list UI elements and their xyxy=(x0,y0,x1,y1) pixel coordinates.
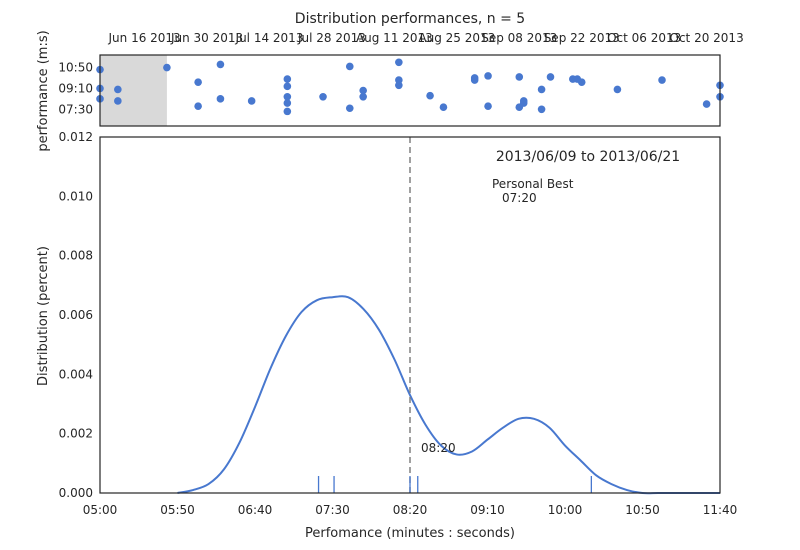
scatter-point xyxy=(216,60,225,69)
scatter-point xyxy=(577,78,586,86)
scatter-point xyxy=(283,82,292,91)
scatter-x-tick-label: Jul 14 2013 xyxy=(235,31,304,45)
scatter-point xyxy=(426,91,434,100)
rug-marks xyxy=(317,476,592,493)
scatter-x-tick-label: Jun 16 2013 xyxy=(108,31,181,45)
scatter-point xyxy=(319,92,327,101)
scatter-point xyxy=(658,76,666,84)
scatter-y-tick-label: 10:50 xyxy=(58,61,93,75)
highlight-range xyxy=(100,55,167,126)
scatter-y-ticks: 10:50 09:10 07:30 xyxy=(58,61,93,117)
distribution-curve xyxy=(177,295,720,495)
scatter-points xyxy=(96,58,724,116)
scatter-point xyxy=(470,76,479,84)
scatter-point xyxy=(395,81,403,90)
distribution-x-tick-label: 06:40 xyxy=(238,503,273,517)
scatter-x-tick-label: Aug 11 2013 xyxy=(356,31,433,45)
distribution-x-tick-label: 11:40 xyxy=(703,503,738,517)
distribution-frame xyxy=(99,136,721,494)
scatter-point xyxy=(283,107,292,116)
distribution-x-ticks: 05:00 05:50 06:40 07:30 08:20 09:10 10:00 10:50… xyxy=(83,503,738,517)
scatter-point xyxy=(613,85,622,94)
figure-title: Distribution performances, n = 5 xyxy=(295,11,525,27)
scatter-point xyxy=(359,86,367,95)
scatter-x-tick-label: Oct 06 2013 xyxy=(607,31,681,45)
distribution-y-tick-label: 0.000 xyxy=(59,486,93,500)
scatter-point xyxy=(345,104,354,113)
scatter-point xyxy=(546,73,555,81)
scatter-y-label: performance (m:s) xyxy=(36,30,51,151)
distribution-y-tick-label: 0.012 xyxy=(59,130,93,144)
scatter-point xyxy=(395,76,403,84)
scatter-point xyxy=(114,85,122,94)
scatter-point xyxy=(283,75,292,83)
distribution-y-tick-label: 0.006 xyxy=(59,308,93,322)
distribution-x-tick-label: 10:00 xyxy=(548,503,583,517)
distribution-x-label: Perfomance (minutes : seconds) xyxy=(305,526,515,541)
distribution-x-tick-label: 05:50 xyxy=(160,503,195,517)
scatter-x-tick-label: Jul 28 2013 xyxy=(297,31,366,45)
distribution-x-tick-label: 08:20 xyxy=(393,503,428,517)
scatter-x-tick-label: Jun 30 2013 xyxy=(170,31,243,45)
distribution-x-tick-label: 07:30 xyxy=(315,503,350,517)
scatter-x-tick-label: Oct 20 2013 xyxy=(670,31,744,45)
scatter-point xyxy=(163,63,171,72)
scatter-point xyxy=(194,102,202,110)
scatter-point xyxy=(515,73,524,81)
distribution-x-tick-label: 09:10 xyxy=(470,503,505,517)
personal-best-value: 07:20 xyxy=(502,191,537,205)
scatter-point xyxy=(216,95,225,103)
scatter-point xyxy=(345,62,354,71)
scatter-point xyxy=(537,105,546,114)
scatter-point xyxy=(283,99,292,107)
reference-line-label: 08:20 xyxy=(421,441,456,455)
distribution-x-tick-label: 05:00 xyxy=(83,503,118,517)
distribution-x-tick-label: 10:50 xyxy=(625,503,660,517)
distribution-y-tick-label: 0.002 xyxy=(59,427,93,441)
distribution-y-tick-label: 0.010 xyxy=(59,189,93,203)
scatter-point xyxy=(519,99,528,107)
scatter-x-tick-label: Aug 25 2013 xyxy=(418,31,495,45)
scatter-point xyxy=(439,103,448,112)
personal-best-title: Personal Best xyxy=(492,177,574,191)
scatter-point xyxy=(484,72,492,80)
distribution-y-tick-label: 0.004 xyxy=(59,367,93,381)
scatter-point xyxy=(484,102,492,110)
scatter-point xyxy=(283,92,292,101)
distribution-y-ticks: 0.000 0.002 0.004 0.006 0.008 0.010 0.012 xyxy=(59,130,93,500)
distribution-panel: 05:00 05:50 06:40 07:30 08:20 09:10 10:00 10:50… xyxy=(36,130,737,541)
distribution-y-label: Distribution (percent) xyxy=(36,246,51,386)
scatter-point xyxy=(114,97,122,105)
scatter-y-tick-label: 09:10 xyxy=(58,81,93,95)
scatter-point xyxy=(194,78,202,86)
date-range-label: 2013/06/09 to 2013/06/21 xyxy=(496,149,680,165)
scatter-x-tick-label: Sep 08 2013 xyxy=(481,31,557,45)
scatter-frame xyxy=(99,54,721,127)
scatter-point xyxy=(395,58,403,67)
scatter-point xyxy=(537,85,546,94)
scatter-x-tick-label: Sep 22 2013 xyxy=(544,31,620,45)
distribution-y-tick-label: 0.008 xyxy=(59,249,93,263)
scatter-point xyxy=(247,97,256,105)
scatter-point xyxy=(702,100,711,108)
scatter-y-tick-label: 07:30 xyxy=(58,102,93,116)
scatter-point xyxy=(359,92,367,101)
